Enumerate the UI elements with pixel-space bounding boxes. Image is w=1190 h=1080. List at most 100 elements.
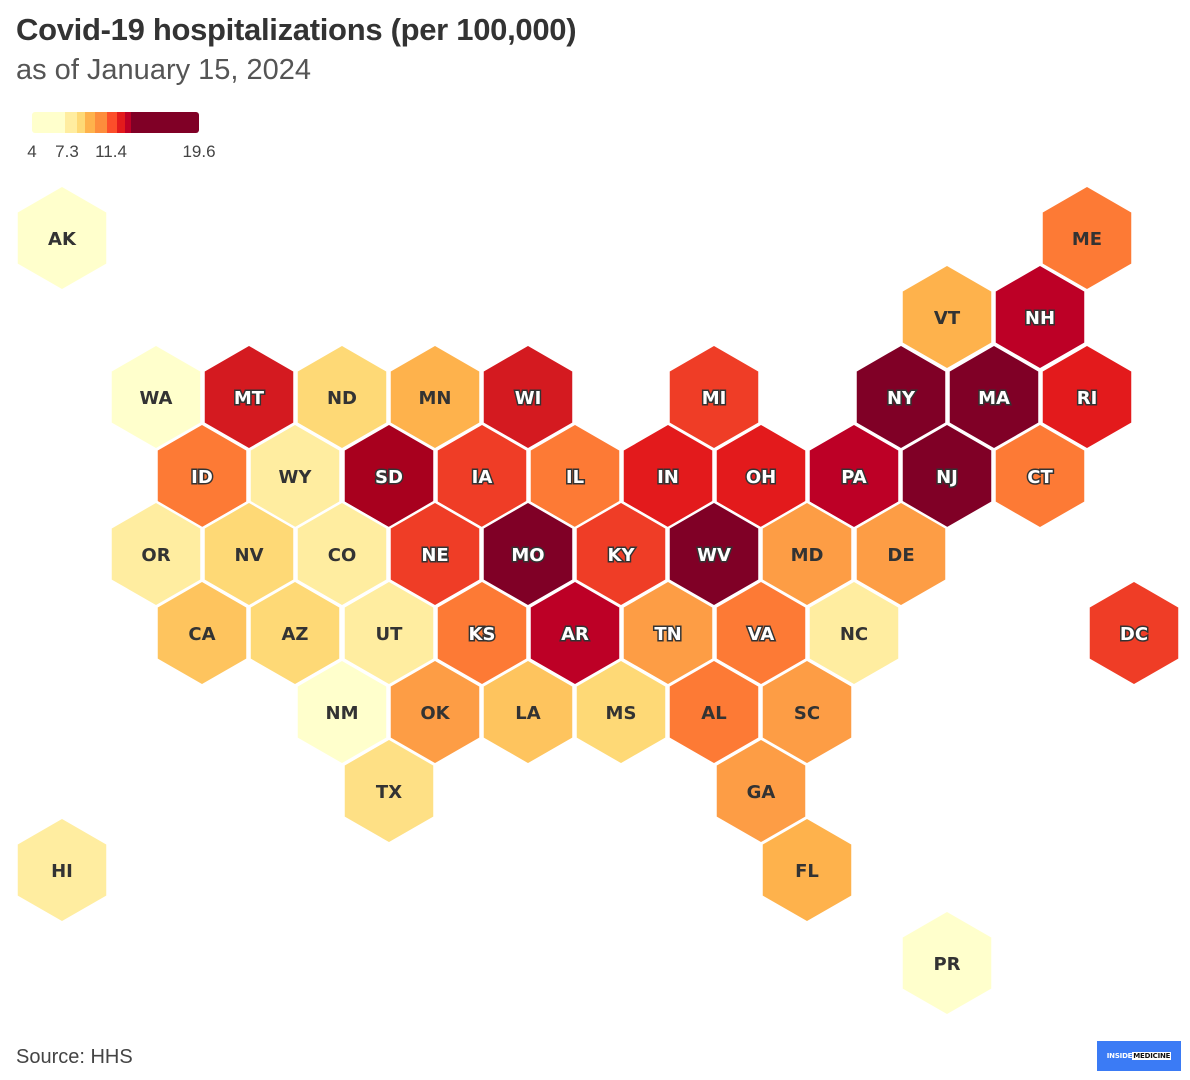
state-label: TX: [376, 782, 402, 803]
state-label: IA: [472, 467, 493, 488]
legend-tick-label: 7.3: [55, 142, 79, 161]
state-hex-shape: [574, 658, 668, 766]
state-hex-shape: [993, 422, 1087, 530]
state-hex-ca[interactable]: CA: [155, 579, 249, 687]
state-hex-shape: [1040, 184, 1134, 292]
state-label: IN: [657, 467, 679, 488]
state-hex-shape: [1040, 343, 1134, 451]
legend-swatch: [65, 112, 77, 133]
legend-swatch: [107, 112, 117, 133]
state-label: ND: [327, 388, 357, 409]
state-label: UT: [376, 624, 404, 645]
legend-swatch: [117, 112, 125, 133]
legend-swatch: [32, 112, 65, 133]
state-label: MO: [511, 545, 544, 566]
state-hex-me[interactable]: ME: [1040, 184, 1134, 292]
state-hex-nj[interactable]: NJ: [900, 422, 994, 530]
state-hex-shape: [807, 422, 901, 530]
state-hex-shape: [900, 909, 994, 1017]
state-label: NH: [1025, 308, 1055, 329]
state-label: AK: [48, 229, 77, 250]
state-label: RI: [1077, 388, 1098, 409]
state-label: WV: [697, 545, 731, 566]
state-hex-tx[interactable]: TX: [342, 737, 436, 845]
state-label: OR: [141, 545, 170, 566]
logo-text-left: INSIDE: [1106, 1052, 1133, 1060]
state-hex-shape: [854, 500, 948, 608]
state-hex-shape: [481, 658, 575, 766]
state-hex-shape: [807, 579, 901, 687]
state-hex-wi[interactable]: WI: [481, 343, 575, 451]
state-hex-co[interactable]: CO: [295, 500, 389, 608]
state-hex-fl[interactable]: FL: [760, 816, 854, 924]
state-label: ID: [191, 467, 213, 488]
state-label: DE: [887, 545, 914, 566]
state-hex-nd[interactable]: ND: [295, 343, 389, 451]
state-label: FL: [795, 861, 819, 882]
state-hex-la[interactable]: LA: [481, 658, 575, 766]
state-label: MD: [791, 545, 824, 566]
state-hex-sd[interactable]: SD: [342, 422, 436, 530]
legend-swatch: [85, 112, 95, 133]
state-label: WA: [140, 388, 173, 409]
state-hex-pr[interactable]: PR: [900, 909, 994, 1017]
chart-subtitle: as of January 15, 2024: [16, 54, 312, 86]
state-label: VT: [934, 308, 961, 329]
state-hex-in[interactable]: IN: [621, 422, 715, 530]
state-hex-ak[interactable]: AK: [15, 184, 109, 292]
state-label: NV: [235, 545, 264, 566]
state-label: ME: [1072, 229, 1102, 250]
state-label: VA: [748, 624, 775, 645]
state-hex-shape: [155, 579, 249, 687]
state-hex-pa[interactable]: PA: [807, 422, 901, 530]
state-hex-ga[interactable]: GA: [714, 737, 808, 845]
legend-swatch: [125, 112, 131, 133]
state-hex-de[interactable]: DE: [854, 500, 948, 608]
state-hex-ms[interactable]: MS: [574, 658, 668, 766]
state-label: GA: [747, 782, 776, 803]
hex-tile-map: AK ME VT NH WA MT ND MN WI MI NY MA RI ID WY SD IA IL IN OH…: [15, 184, 1181, 1017]
chart-title: Covid-19 hospitalizations (per 100,000): [16, 12, 577, 47]
state-hex-shape: [1087, 579, 1181, 687]
state-label: WY: [279, 467, 313, 488]
state-label: SD: [375, 467, 403, 488]
state-label: NJ: [936, 467, 958, 488]
state-hex-ct[interactable]: CT: [993, 422, 1087, 530]
state-hex-shape: [15, 184, 109, 292]
state-hex-nm[interactable]: NM: [295, 658, 389, 766]
state-hex-sc[interactable]: SC: [760, 658, 854, 766]
state-label: CO: [328, 545, 357, 566]
state-hex-az[interactable]: AZ: [248, 579, 342, 687]
state-hex-hi[interactable]: HI: [15, 816, 109, 924]
state-hex-ny[interactable]: NY: [854, 343, 948, 451]
state-label: OH: [746, 467, 776, 488]
state-hex-ne[interactable]: NE: [388, 500, 482, 608]
state-hex-wa[interactable]: WA: [109, 343, 203, 451]
state-hex-nc[interactable]: NC: [807, 579, 901, 687]
state-label: MA: [978, 388, 1010, 409]
legend-tick-label: 4: [27, 142, 37, 161]
logo-text-right: MEDICINE: [1132, 1052, 1172, 1060]
state-label: TN: [654, 624, 681, 645]
state-label: PR: [933, 954, 960, 975]
legend-tick-label: 19.6: [182, 142, 216, 161]
legend-swatch: [95, 112, 107, 133]
state-label: LA: [515, 703, 540, 724]
state-hex-vt[interactable]: VT: [900, 263, 994, 371]
inside-medicine-logo[interactable]: INSIDE MEDICINE: [1097, 1041, 1181, 1071]
state-label: CA: [188, 624, 215, 645]
state-hex-ma[interactable]: MA: [947, 343, 1041, 451]
state-hex-dc[interactable]: DC: [1087, 579, 1181, 687]
state-hex-al[interactable]: AL: [667, 658, 761, 766]
state-label: MS: [606, 703, 637, 724]
state-hex-tn[interactable]: TN: [621, 579, 715, 687]
state-hex-ri[interactable]: RI: [1040, 343, 1134, 451]
state-hex-shape: [993, 263, 1087, 371]
state-hex-nh[interactable]: NH: [993, 263, 1087, 371]
state-label: MT: [234, 388, 265, 409]
state-label: NC: [840, 624, 868, 645]
state-label: MI: [702, 388, 727, 409]
state-label: CT: [1027, 467, 1053, 488]
state-label: AR: [561, 624, 589, 645]
color-legend-bar: [32, 112, 199, 133]
